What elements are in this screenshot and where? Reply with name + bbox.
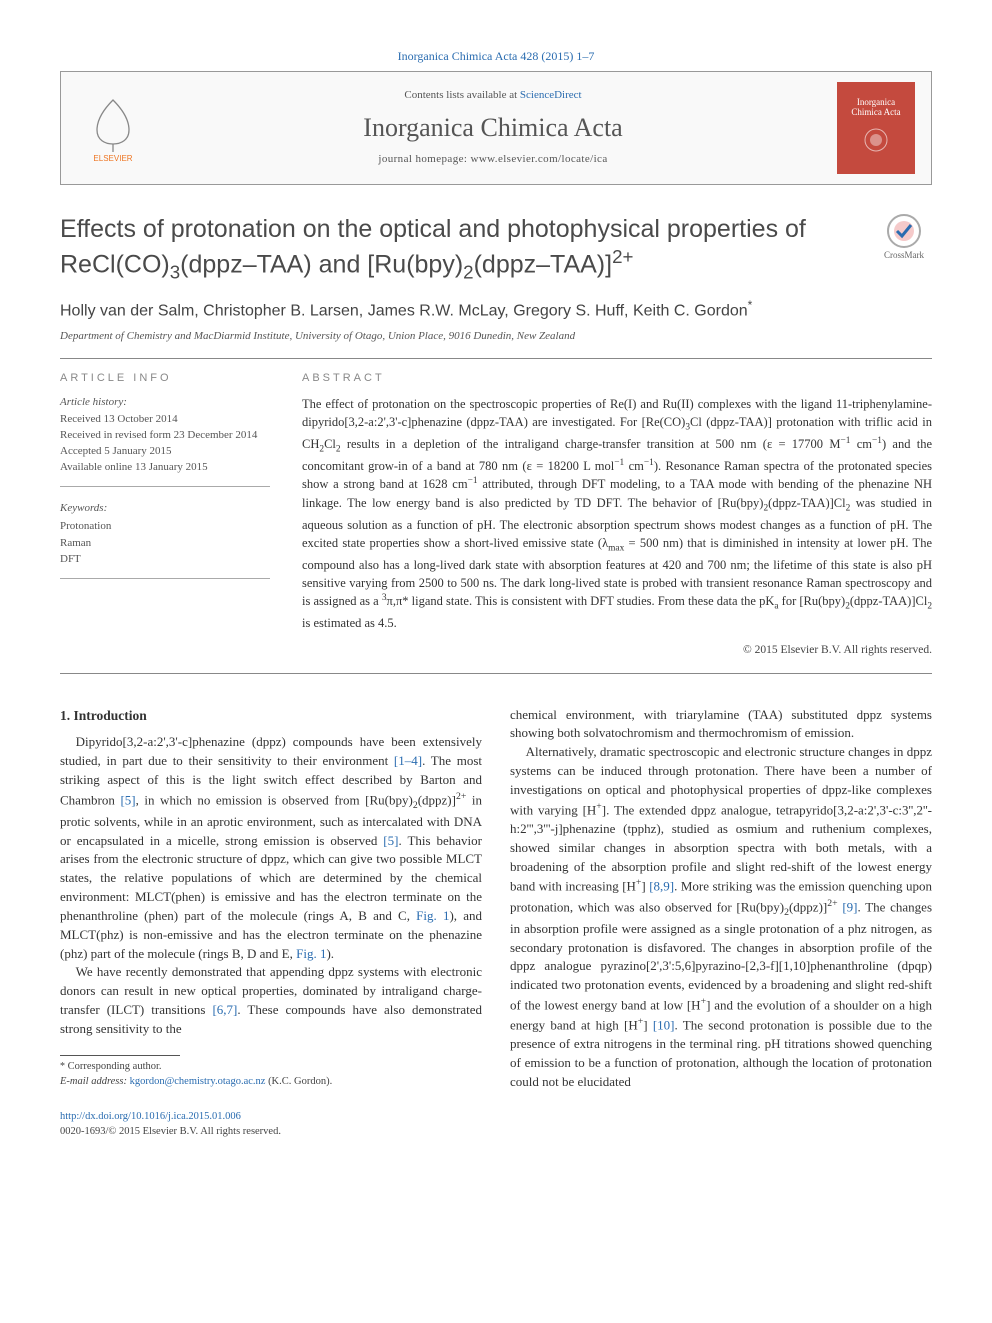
body-paragraph: Dipyrido[3,2-a:2',3'-c]phenazine (dppz) …: [60, 733, 482, 963]
authors: Holly van der Salm, Christopher B. Larse…: [60, 297, 932, 323]
publisher-logo: ELSEVIER: [77, 94, 149, 162]
corr-star-icon: *: [60, 1061, 65, 1072]
elsevier-tree-icon: ELSEVIER: [83, 94, 143, 162]
history-line: Available online 13 January 2015: [60, 460, 270, 476]
body-text: 1. Introduction Dipyrido[3,2-a:2',3'-c]p…: [60, 706, 932, 1092]
journal-box: ELSEVIER Contents lists available at Sci…: [60, 71, 932, 185]
rule-mid: [60, 673, 932, 674]
cover-graphic-icon: [856, 118, 896, 158]
doi-link[interactable]: http://dx.doi.org/10.1016/j.ica.2015.01.…: [60, 1111, 241, 1122]
journal-cover-title: Inorganica Chimica Acta: [841, 98, 911, 118]
abstract-copyright: © 2015 Elsevier B.V. All rights reserved…: [302, 642, 932, 658]
body-paragraph: We have recently demonstrated that appen…: [60, 963, 482, 1038]
sciencedirect-link[interactable]: ScienceDirect: [520, 89, 582, 101]
affiliation: Department of Chemistry and MacDiarmid I…: [60, 329, 932, 344]
corr-label: Corresponding author.: [68, 1061, 162, 1072]
crossmark-label: CrossMark: [884, 249, 924, 262]
corr-email-name: (K.C. Gordon).: [268, 1076, 332, 1087]
email-label: E-mail address:: [60, 1076, 127, 1087]
article-info: ARTICLE INFO Article history: Received 1…: [60, 371, 270, 658]
journal-name: Inorganica Chimica Acta: [149, 110, 837, 146]
footnote: * Corresponding author. E-mail address: …: [60, 1060, 482, 1089]
history-line: Received in revised form 23 December 201…: [60, 428, 270, 444]
keywords-heading: Keywords:: [60, 501, 270, 516]
contents-prefix: Contents lists available at: [404, 89, 519, 101]
abstract-heading: ABSTRACT: [302, 371, 932, 386]
body-paragraph: chemical environment, with triarylamine …: [510, 706, 932, 744]
section-heading: 1. Introduction: [60, 706, 482, 726]
info-heading: ARTICLE INFO: [60, 371, 270, 386]
article-title: Effects of protonation on the optical an…: [60, 213, 864, 285]
history-line: Received 13 October 2014: [60, 412, 270, 428]
crossmark-badge[interactable]: CrossMark: [876, 213, 932, 262]
history-line: Accepted 5 January 2015: [60, 444, 270, 460]
crossmark-icon: [886, 213, 922, 249]
keyword: Protonation: [60, 518, 270, 535]
corr-email-link[interactable]: kgordon@chemistry.otago.ac.nz: [130, 1076, 266, 1087]
keyword: DFT: [60, 551, 270, 568]
abstract: ABSTRACT The effect of protonation on th…: [302, 371, 932, 658]
keyword: Raman: [60, 535, 270, 552]
history-heading: Article history:: [60, 395, 270, 410]
journal-center: Contents lists available at ScienceDirec…: [149, 88, 837, 167]
journal-homepage: journal homepage: www.elsevier.com/locat…: [149, 152, 837, 167]
bottom-bar: http://dx.doi.org/10.1016/j.ica.2015.01.…: [60, 1110, 932, 1139]
issn-line: 0020-1693/© 2015 Elsevier B.V. All right…: [60, 1126, 281, 1137]
rule-top: [60, 358, 932, 359]
citation-header: Inorganica Chimica Acta 428 (2015) 1–7: [60, 48, 932, 65]
abstract-text: The effect of protonation on the spectro…: [302, 395, 932, 633]
footnote-rule: [60, 1055, 180, 1056]
elsevier-text: ELSEVIER: [93, 154, 132, 162]
body-paragraph: Alternatively, dramatic spectroscopic an…: [510, 743, 932, 1092]
contents-line: Contents lists available at ScienceDirec…: [149, 88, 837, 103]
journal-cover: Inorganica Chimica Acta: [837, 82, 915, 174]
